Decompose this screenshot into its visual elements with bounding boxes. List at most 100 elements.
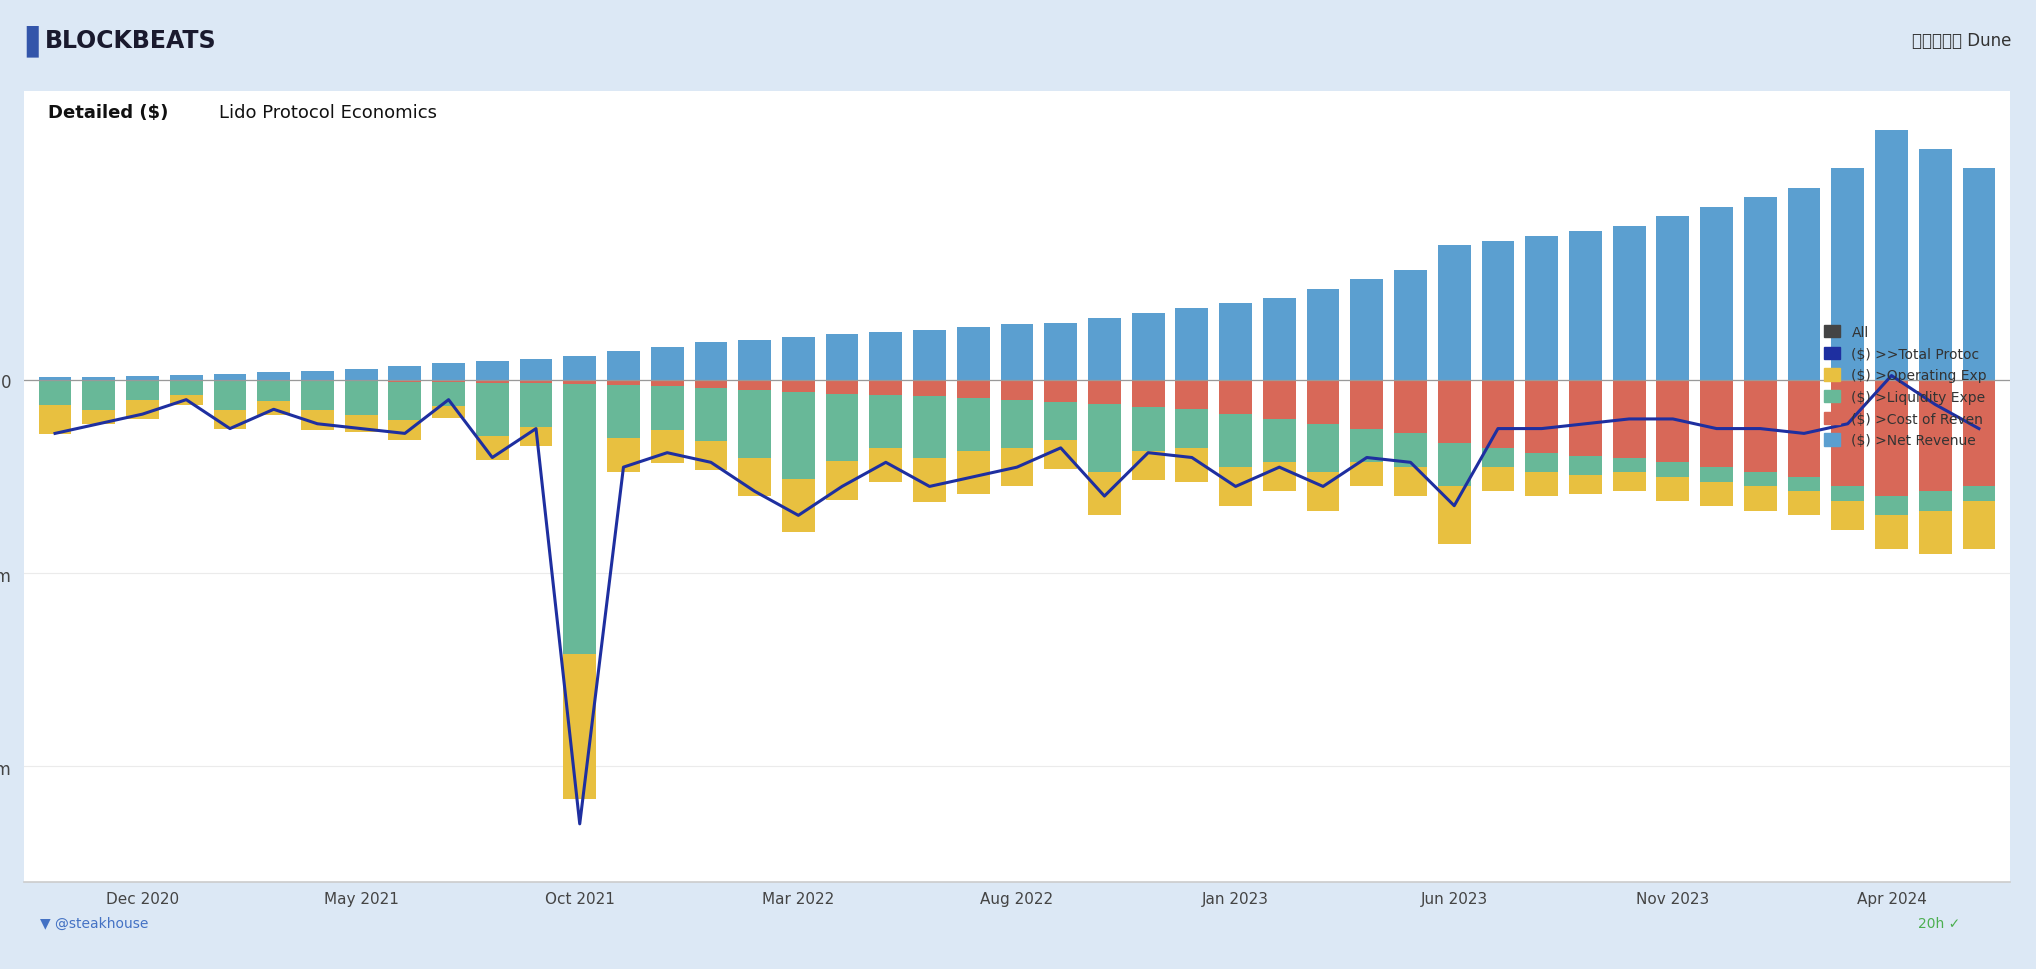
Bar [694, 381, 727, 389]
Bar [1875, 131, 1908, 381]
Bar [1395, 381, 1427, 434]
Bar [739, 340, 772, 381]
Bar [214, 374, 246, 381]
Bar [1132, 381, 1165, 408]
Bar [39, 382, 71, 406]
Bar [1788, 381, 1820, 478]
Bar [476, 361, 509, 381]
Bar [257, 401, 289, 416]
Bar [1700, 483, 1733, 506]
Bar [301, 411, 334, 430]
Bar [1570, 476, 1602, 494]
Bar [1175, 381, 1207, 410]
Bar [519, 381, 552, 384]
Bar [607, 381, 639, 386]
Bar [1087, 381, 1122, 405]
Bar [1044, 381, 1077, 402]
Bar [652, 381, 684, 387]
Bar [214, 382, 246, 411]
Bar [389, 383, 421, 421]
Bar [432, 363, 464, 381]
Bar [1437, 246, 1470, 381]
Bar [827, 334, 859, 381]
Bar [1087, 405, 1122, 473]
Bar [389, 381, 421, 383]
Bar [1700, 207, 1733, 381]
Bar [257, 382, 289, 401]
Bar [344, 369, 377, 381]
Bar [652, 430, 684, 464]
Text: 20h ✓: 20h ✓ [1918, 916, 1961, 930]
Bar [1262, 381, 1295, 420]
Bar [169, 375, 204, 381]
Bar [782, 337, 814, 381]
Bar [1918, 511, 1953, 554]
Text: BLOCKBEATS: BLOCKBEATS [45, 29, 216, 53]
Bar [1175, 449, 1207, 483]
Bar [389, 421, 421, 440]
Bar [39, 378, 71, 381]
Bar [1657, 463, 1690, 478]
Bar [1132, 408, 1165, 452]
Bar [957, 381, 989, 398]
Bar [1437, 444, 1470, 487]
Bar [1220, 468, 1252, 506]
Bar [1525, 453, 1558, 473]
Text: Lido Protocol Economics: Lido Protocol Economics [220, 104, 438, 122]
Bar [1788, 491, 1820, 516]
Bar [1395, 468, 1427, 496]
Bar [1830, 487, 1865, 501]
Bar [1570, 232, 1602, 381]
Bar [1918, 150, 1953, 381]
Bar [519, 384, 552, 427]
Bar [1875, 496, 1908, 516]
Bar [214, 411, 246, 430]
Bar [1745, 381, 1777, 473]
Bar [1000, 381, 1034, 400]
Bar [1570, 456, 1602, 476]
Bar [1745, 198, 1777, 381]
Bar [912, 459, 947, 502]
Bar [1875, 516, 1908, 549]
Bar [1350, 463, 1382, 487]
Bar [1262, 463, 1295, 491]
Bar [564, 357, 597, 381]
Bar [1044, 402, 1077, 441]
Bar [1613, 227, 1645, 381]
Bar [1220, 381, 1252, 415]
Bar [432, 407, 464, 419]
Bar [1087, 319, 1122, 381]
Bar [1482, 468, 1515, 491]
Bar [1830, 381, 1865, 487]
Bar [344, 382, 377, 416]
Bar [126, 401, 159, 420]
Bar [1830, 501, 1865, 530]
Bar [1700, 468, 1733, 483]
Bar [782, 480, 814, 532]
Text: 数据来源： Dune: 数据来源： Dune [1912, 32, 2012, 50]
Bar [1657, 478, 1690, 501]
Bar [912, 396, 947, 459]
Bar [912, 381, 947, 396]
Bar [1482, 381, 1515, 449]
Bar [607, 352, 639, 381]
Bar [827, 462, 859, 500]
Bar [564, 654, 597, 799]
Bar [1963, 487, 1995, 501]
Bar [1745, 487, 1777, 511]
Bar [1175, 309, 1207, 381]
Bar [1613, 473, 1645, 491]
Bar [1613, 458, 1645, 473]
Bar [607, 386, 639, 439]
Bar [432, 381, 464, 383]
Legend: All, ($) >>Total Protoc, ($) >Operating Exp, ($) >Liquidity Expe, ($) >Cost of R: All, ($) >>Total Protoc, ($) >Operating … [1818, 320, 1993, 453]
Bar [1437, 487, 1470, 545]
Bar [389, 366, 421, 381]
Bar [1395, 434, 1427, 468]
Bar [1525, 381, 1558, 453]
Bar [1963, 381, 1995, 487]
Bar [1307, 290, 1340, 381]
Bar [1000, 400, 1034, 449]
Bar [652, 387, 684, 430]
Bar [1482, 449, 1515, 468]
